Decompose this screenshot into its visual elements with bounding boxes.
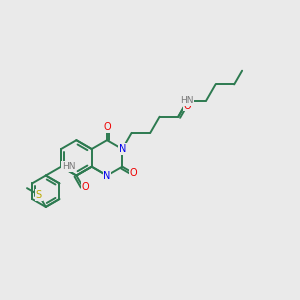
Text: O: O [82,182,89,192]
Text: O: O [130,168,137,178]
Text: N: N [118,144,126,154]
Text: HN: HN [180,96,193,105]
Text: N: N [103,170,111,181]
Text: HN: HN [62,162,76,171]
Text: S: S [36,190,42,200]
Text: O: O [184,101,191,111]
Text: O: O [103,122,111,132]
